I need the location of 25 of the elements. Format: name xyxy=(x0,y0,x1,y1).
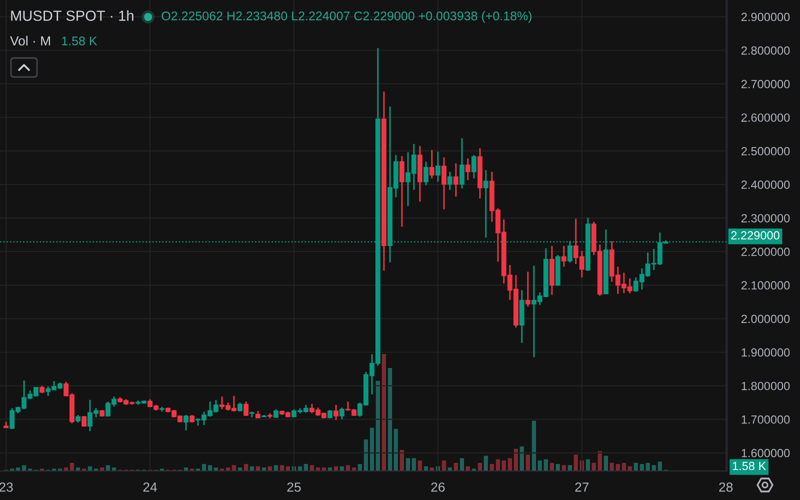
y-tick-label: 2.600000 xyxy=(741,113,790,122)
x-tick-label: 26 xyxy=(431,482,445,492)
ref-line-label: 2.229000 xyxy=(731,231,780,240)
y-tick-label: 2.100000 xyxy=(741,281,790,290)
x-tick-label: 28 xyxy=(719,482,733,492)
y-tick-label: 2.000000 xyxy=(741,314,790,324)
y-tick-label: 1.900000 xyxy=(742,348,790,357)
annotation: 1.58 K xyxy=(62,36,98,46)
y-tick-label: 2.400000 xyxy=(741,180,790,189)
y-tick-label: 1.600000 xyxy=(742,448,790,458)
y-tick-label: 2.200000 xyxy=(741,248,790,256)
x-tick-label: 25 xyxy=(287,482,301,492)
chart-title: Vol · M xyxy=(10,36,50,46)
y-tick-label: 2.700000 xyxy=(741,80,790,88)
y-tick-label: 1.700000 xyxy=(742,415,790,424)
y-tick-label: 2.800000 xyxy=(741,46,790,55)
y-tick-label: 2.300000 xyxy=(741,214,790,222)
x-tick-label: 24 xyxy=(143,482,157,492)
text: MUSDT SPOT · 1h xyxy=(11,10,134,21)
text: 1.58 K xyxy=(732,462,766,470)
y-tick-label: 1.800000 xyxy=(742,382,790,390)
y-tick-label: 2.500000 xyxy=(741,146,790,156)
text: O2.225062 H2.233480 L2.224007 C2.229000 +0.003938 (+0.18%) xyxy=(162,11,532,23)
y-tick-label: 2.900000 xyxy=(741,12,790,22)
x-tick-label: 27 xyxy=(575,482,589,492)
